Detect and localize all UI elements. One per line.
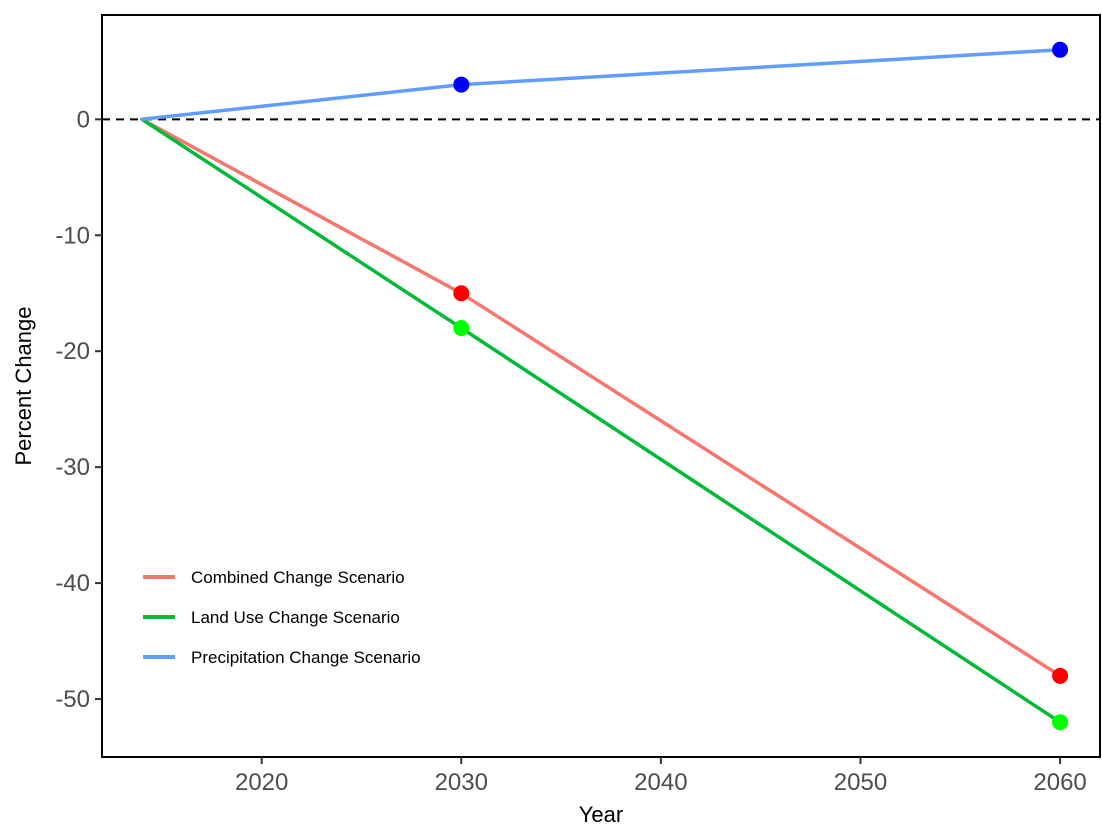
y-axis-ticks: 0 -10 -20 -30 -40 -50 bbox=[55, 106, 102, 713]
plot-panel-border bbox=[101, 14, 1101, 758]
legend-label-0: Combined Change Scenario bbox=[191, 568, 405, 587]
points-layer bbox=[453, 41, 1069, 731]
legend: Combined Change Scenario Land Use Change … bbox=[143, 568, 421, 667]
data-point-2-1 bbox=[1052, 41, 1069, 58]
y-axis-title: Percent Change bbox=[11, 307, 36, 466]
data-point-0-1 bbox=[1052, 667, 1069, 684]
y-tick-label-5: -50 bbox=[55, 686, 90, 713]
x-tick-label-3: 2050 bbox=[834, 769, 887, 796]
y-tick-label-0: 0 bbox=[77, 106, 90, 133]
series-line-0 bbox=[140, 117, 1062, 678]
legend-label-1: Land Use Change Scenario bbox=[191, 608, 400, 627]
x-tick-label-1: 2030 bbox=[435, 769, 488, 796]
y-tick-label-2: -20 bbox=[55, 338, 90, 365]
legend-label-2: Precipitation Change Scenario bbox=[191, 648, 421, 667]
data-point-1-0 bbox=[453, 320, 470, 337]
data-point-1-1 bbox=[1052, 714, 1069, 731]
x-axis-title: Year bbox=[579, 802, 623, 826]
series-line-1 bbox=[140, 117, 1062, 724]
series-line-2 bbox=[140, 48, 1062, 122]
x-tick-label-0: 2020 bbox=[235, 769, 288, 796]
x-axis-ticks: 2020 2030 2040 2050 2060 bbox=[235, 757, 1087, 796]
x-tick-label-4: 2060 bbox=[1033, 769, 1086, 796]
data-point-2-0 bbox=[453, 76, 470, 93]
y-tick-label-3: -30 bbox=[55, 454, 90, 481]
y-tick-label-4: -40 bbox=[55, 570, 90, 597]
x-tick-label-2: 2040 bbox=[634, 769, 687, 796]
data-point-0-0 bbox=[453, 285, 470, 302]
y-tick-label-1: -10 bbox=[55, 222, 90, 249]
